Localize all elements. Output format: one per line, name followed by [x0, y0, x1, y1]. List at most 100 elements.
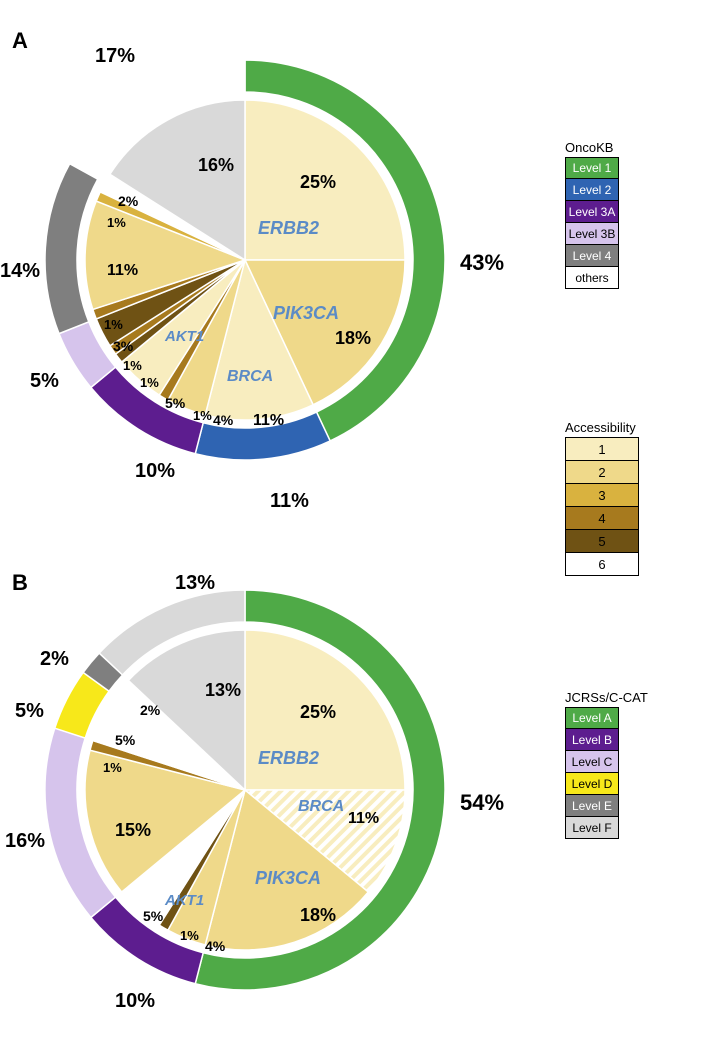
legend-oncokb-body-swatch-5: others [565, 267, 619, 289]
chartB-gene-1: BRCA [298, 798, 344, 816]
legend-access-body-row-4: 5 [566, 529, 638, 552]
legend-oncokb: OncoKB Level 1Level 2Level 3ALevel 3BLev… [565, 140, 619, 289]
legend-oncokb-body: Level 1 Level 2 Level 3A Level 3B Level 4 oth… [565, 157, 619, 289]
chartA-inner-pct-11: 1% [107, 215, 126, 230]
chartA-outer-pct-2: 10% [135, 460, 175, 483]
legend-access-body-row-5: 6 [566, 552, 638, 575]
legend-oncokb-body-label-0: Level 1 [566, 161, 618, 175]
chartB-gene-2: PIK3CA [255, 868, 321, 889]
legend-jcrs-body: Level A Level B Level C Level D Level E Level… [565, 707, 648, 839]
legend-oncokb-body-label-1: Level 2 [566, 183, 618, 197]
legend-jcrs-title: JCRSs/C-CAT [565, 690, 648, 705]
legend-access-body-label-2: 3 [566, 488, 638, 503]
chartB-inner-pct-0: 25% [300, 702, 336, 723]
legend-oncokb-body-swatch-0: Level 1 [565, 157, 619, 179]
legend-jcrs-body-row-1: Level B [565, 729, 648, 751]
legend-jcrs-body-row-2: Level C [565, 751, 648, 773]
legend-oncokb-body-row-2: Level 3A [565, 201, 619, 223]
legend-access-body-row-2: 3 [566, 483, 638, 506]
legend-jcrs-body-swatch-3: Level D [565, 773, 619, 795]
legend-access-body-row-1: 2 [566, 460, 638, 483]
legend-oncokb-body-row-0: Level 1 [565, 157, 619, 179]
chartB-outer-pct-0: 54% [460, 790, 504, 816]
chartB-outer-pct-1: 10% [115, 990, 155, 1013]
chartA-outer-pct-1: 11% [270, 490, 309, 513]
chartB-inner-pct-4: 1% [180, 928, 199, 943]
legend-jcrs: JCRSs/C-CAT Level A Level B Level C Level D… [565, 690, 648, 839]
legend-access-body-label-4: 5 [566, 534, 638, 549]
chartA-inner-pct-3: 4% [213, 412, 233, 428]
chartB-gene-3: AKT1 [165, 892, 204, 909]
chartB-inner-pct-10: 13% [205, 680, 241, 701]
legend-oncokb-body-label-3: Level 3B [566, 227, 618, 241]
chartB-inner-pct-8: 5% [115, 732, 135, 748]
legend-jcrs-body-row-5: Level F [565, 817, 648, 839]
chartB-outer-pct-4: 2% [40, 648, 69, 671]
chartA-inner-pct-6: 1% [140, 375, 159, 390]
chartB-outer-pct-2: 16% [5, 830, 45, 853]
chartA-inner-pct-8: 3% [113, 338, 133, 354]
legend-oncokb-body-label-2: Level 3A [566, 205, 618, 219]
chartB-inner-pct-9: 2% [140, 702, 160, 718]
legend-jcrs-body-label-3: Level D [566, 777, 618, 791]
chartA-outer-pct-0: 43% [460, 250, 504, 276]
chartA-outer-pct-4: 14% [0, 260, 40, 283]
legend-access-body-label-5: 6 [566, 557, 638, 572]
legend-oncokb-body-row-1: Level 2 [565, 179, 619, 201]
chartA-inner-pct-10: 11% [107, 262, 138, 280]
legend-access-body-label-0: 1 [566, 442, 638, 457]
legend-oncokb-body-swatch-4: Level 4 [565, 245, 619, 267]
legend-oncokb-title: OncoKB [565, 140, 619, 155]
legend-oncokb-body-swatch-1: Level 2 [565, 179, 619, 201]
chartA-inner-pct-2: 11% [253, 412, 284, 430]
legend-jcrs-body-label-0: Level A [566, 711, 618, 725]
legend-oncokb-body-label-4: Level 4 [566, 249, 618, 263]
legend-access-body-label-1: 2 [566, 465, 638, 480]
chartB-outer-pct-5: 13% [175, 572, 215, 595]
chartA-gene-1: PIK3CA [273, 303, 339, 324]
legend-jcrs-body-swatch-4: Level E [565, 795, 619, 817]
legend-jcrs-body-swatch-1: Level B [565, 729, 619, 751]
chartA-outer-pct-5: 17% [95, 45, 135, 68]
legend-jcrs-body-label-4: Level E [566, 799, 618, 813]
chartA-outer-pct-3: 5% [30, 370, 59, 393]
chartB-inner-pct-6: 15% [115, 820, 151, 841]
legend-jcrs-body-swatch-0: Level A [565, 707, 619, 729]
legend-oncokb-body-swatch-2: Level 3A [565, 201, 619, 223]
chartA-inner-pct-0: 25% [300, 172, 336, 193]
legend-access-body-label-3: 4 [566, 511, 638, 526]
legend-accessibility-title: Accessibility [565, 420, 639, 435]
panel-letter-b: B [12, 570, 28, 596]
chartA-inner-pct-13: 16% [198, 155, 234, 176]
legend-jcrs-body-row-0: Level A [565, 707, 648, 729]
chartB-outer-pct-3: 5% [15, 700, 44, 723]
chartA-inner-pct-4: 1% [193, 408, 212, 423]
chartA-inner-pct-7: 1% [123, 358, 142, 373]
chartA-inner-pct-1: 18% [335, 328, 371, 349]
chartA-inner-pct-5: 5% [165, 395, 185, 411]
legend-jcrs-body-row-4: Level E [565, 795, 648, 817]
legend-accessibility: Accessibility 1 2 3 4 5 6 [565, 420, 639, 576]
legend-jcrs-body-row-3: Level D [565, 773, 648, 795]
chartA-inner-pct-12: 2% [118, 193, 138, 209]
chartB-inner-pct-1: 11% [348, 810, 379, 828]
legend-jcrs-body-label-1: Level B [566, 733, 618, 747]
legend-access-body-row-0: 1 [566, 438, 638, 460]
panel-letter-a: A [12, 28, 28, 54]
legend-jcrs-body-label-2: Level C [566, 755, 618, 769]
legend-jcrs-body-swatch-5: Level F [565, 817, 619, 839]
chartA-gene-2: BRCA [227, 368, 273, 386]
chart-b-inner-pie [85, 630, 405, 950]
legend-jcrs-body-label-5: Level F [566, 821, 618, 835]
chartA-gene-0: ERBB2 [258, 218, 319, 239]
chartB-inner-pct-2: 18% [300, 905, 336, 926]
legend-access-body-row-3: 4 [566, 506, 638, 529]
chartB-inner-pct-3: 4% [205, 938, 225, 954]
chartB-inner-pct-7: 1% [103, 760, 122, 775]
legend-jcrs-body-swatch-2: Level C [565, 751, 619, 773]
figure-stage: A B 43% 11% 10% 5% 14% 17% 54% 10% 16% 5… [0, 0, 709, 1058]
chartB-gene-0: ERBB2 [258, 748, 319, 769]
chartA-gene-3: AKT1 [165, 328, 204, 345]
legend-oncokb-body-label-5: others [566, 271, 618, 285]
chartA-inner-pct-9: 1% [104, 317, 123, 332]
